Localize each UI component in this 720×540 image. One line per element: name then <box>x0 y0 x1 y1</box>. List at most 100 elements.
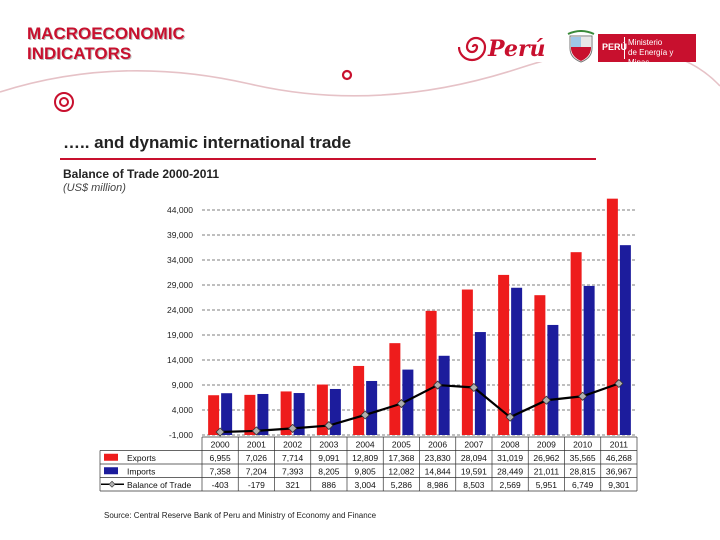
data-table-cell: 8,503 <box>463 480 485 490</box>
y-tick-label: 19,000 <box>167 330 193 340</box>
data-table-cell: 5,286 <box>391 480 413 490</box>
balance-marker <box>541 395 551 405</box>
balance-marker <box>251 426 261 436</box>
coat-of-arms-icon <box>567 30 595 63</box>
y-tick-label: 39,000 <box>167 230 193 240</box>
data-table-cell: 46,268 <box>606 453 632 463</box>
data-table-cell: 9,091 <box>318 453 340 463</box>
y-tick-label: -1,000 <box>169 430 193 440</box>
x-tick-label: 2002 <box>283 440 302 450</box>
exports-bar <box>316 384 328 435</box>
exports-bar <box>606 198 618 435</box>
ministry-name: Ministerio de Energía y Minas <box>628 38 696 68</box>
x-tick-label: 2000 <box>211 440 230 450</box>
data-table-cell: 28,094 <box>461 453 487 463</box>
balance-marker <box>469 382 479 393</box>
exports-bar <box>498 274 510 435</box>
y-tick-label: 34,000 <box>167 255 193 265</box>
chart-title: Balance of Trade 2000-2011 <box>63 167 220 181</box>
data-table-cell: 3,004 <box>354 480 376 490</box>
data-table-cell: 12,082 <box>388 467 414 477</box>
peru-brand-spiral-icon <box>458 36 487 62</box>
balance-marker <box>360 410 370 420</box>
data-table-cell: 9,301 <box>608 480 630 490</box>
source-note: Source: Central Reserve Bank of Peru and… <box>104 511 377 520</box>
exports-bar <box>425 310 437 435</box>
data-table-cell: 14,844 <box>425 467 451 477</box>
data-table-cell: 26,962 <box>533 453 559 463</box>
decorative-swirl-line <box>0 62 720 112</box>
subtitle-underline <box>60 158 596 160</box>
exports-bar <box>461 289 473 435</box>
balance-marker <box>433 380 443 390</box>
imports-bar <box>293 393 305 435</box>
legend-label: Balance of Trade <box>127 480 192 490</box>
x-tick-label: 2008 <box>501 440 520 450</box>
data-table-cell: 9,805 <box>354 467 376 477</box>
slide-subtitle: ….. and dynamic international trade <box>63 133 352 152</box>
balance-marker <box>578 391 588 401</box>
imports-bar <box>257 393 269 435</box>
imports-bar <box>366 380 378 435</box>
imports-bar <box>402 369 414 435</box>
data-table-cell: 886 <box>322 480 336 490</box>
balance-line <box>220 382 620 434</box>
ministry-name-line2: de Energía y Minas <box>628 48 674 67</box>
imports-bar <box>329 388 341 435</box>
exports-bar <box>389 343 401 435</box>
y-tick-label: 44,000 <box>167 205 193 215</box>
data-table-cell: -179 <box>248 480 265 490</box>
data-table-cell: 28,449 <box>497 467 523 477</box>
data-table-cell: 6,749 <box>572 480 594 490</box>
y-tick-label: 29,000 <box>167 280 193 290</box>
x-tick-label: 2007 <box>464 440 483 450</box>
data-table-cell: 7,714 <box>282 453 304 463</box>
balance-marker <box>288 423 298 433</box>
balance-marker <box>505 412 515 422</box>
x-tick-label: 2006 <box>428 440 447 450</box>
data-table-cell: 7,393 <box>282 467 304 477</box>
data-table-cell: 2,569 <box>499 480 521 490</box>
legend-key-balance-marker <box>108 480 116 488</box>
x-tick-label: 2011 <box>610 440 629 450</box>
balance-marker <box>396 399 406 409</box>
ministry-divider <box>624 37 625 59</box>
imports-bar <box>619 245 631 435</box>
slide-title: MACROECONOMIC INDICATORS <box>27 24 185 64</box>
data-table-cell: 17,368 <box>388 453 414 463</box>
balance-marker <box>614 378 624 389</box>
imports-bar <box>474 332 486 435</box>
balance-marker <box>324 421 334 431</box>
x-tick-label: 2003 <box>319 440 338 450</box>
imports-bar <box>511 287 523 435</box>
legend-key-imports <box>104 467 118 475</box>
imports-bar <box>221 393 233 435</box>
y-tick-label: 4,000 <box>172 405 194 415</box>
data-table-cell: 321 <box>286 480 300 490</box>
x-tick-label: 2005 <box>392 440 411 450</box>
exports-bar <box>244 394 256 435</box>
y-tick-label: 9,000 <box>172 380 194 390</box>
slide-title-line1: MACROECONOMIC <box>27 24 185 43</box>
peru-brand-text: Perú <box>488 36 546 62</box>
data-table-cell: 7,026 <box>246 453 268 463</box>
data-table-cell: 8,205 <box>318 467 340 477</box>
x-tick-label: 2001 <box>247 440 266 450</box>
data-table-cell: 7,204 <box>246 467 268 477</box>
ministry-logo: PERÚ Ministerio de Energía y Minas <box>598 34 696 67</box>
ministry-country: PERÚ <box>602 42 628 52</box>
data-table-cell: -403 <box>212 480 229 490</box>
exports-bar <box>280 391 292 435</box>
y-tick-label: 14,000 <box>167 355 193 365</box>
data-table-cell: 19,591 <box>461 467 487 477</box>
imports-bar <box>438 355 450 435</box>
imports-bar <box>583 285 595 435</box>
imports-bar <box>547 324 559 435</box>
legend-label: Exports <box>127 453 156 463</box>
data-table-cell: 7,358 <box>209 467 231 477</box>
data-table-cell: 8,986 <box>427 480 449 490</box>
data-table-cell: 35,565 <box>570 453 596 463</box>
exports-bar <box>353 365 365 435</box>
x-tick-label: 2004 <box>356 440 375 450</box>
